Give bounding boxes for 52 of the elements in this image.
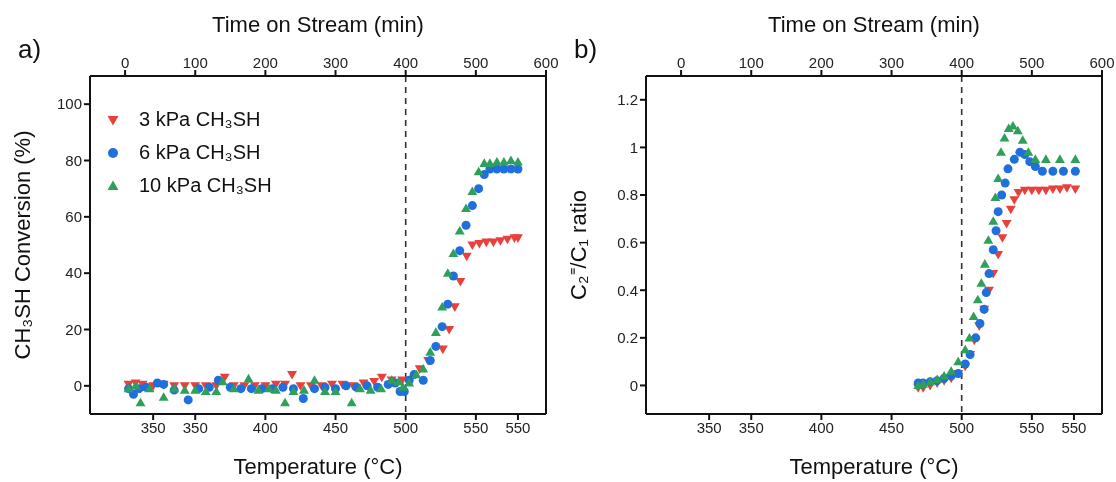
text: 500 bbox=[949, 418, 975, 436]
text: 450 bbox=[879, 418, 905, 436]
legend-label: 3 kPa CH₃SH bbox=[139, 108, 261, 131]
y-tick-label: 0 bbox=[629, 376, 638, 394]
y-tick-label: 100 bbox=[56, 95, 82, 113]
x-tick-label: 600 bbox=[533, 54, 559, 71]
text: 550 bbox=[505, 418, 531, 436]
text: 400 bbox=[252, 418, 278, 436]
y-tick-label: 80 bbox=[65, 151, 82, 169]
y-tick-label: 40 bbox=[65, 264, 82, 282]
y-tick-label: 1 bbox=[629, 138, 638, 156]
x2-axis-title: Temperature (°C) bbox=[233, 454, 403, 479]
x-tick-label: 500 bbox=[1019, 54, 1045, 71]
text: 550 bbox=[463, 418, 489, 436]
x-axis-title: Time on Stream (min) bbox=[768, 11, 980, 37]
text: 550 bbox=[1061, 418, 1087, 436]
y-tick-label: 0.4 bbox=[617, 281, 638, 299]
x-tick-label: 100 bbox=[182, 54, 208, 71]
x-tick-label: 0 bbox=[676, 54, 686, 71]
x-tick-label: 100 bbox=[738, 54, 764, 71]
x-tick-label: 200 bbox=[252, 54, 278, 71]
chart-title: b) bbox=[574, 34, 598, 65]
x-tick-label: 300 bbox=[879, 54, 905, 71]
x-tick-label: 600 bbox=[1089, 54, 1115, 71]
text: 350 bbox=[738, 418, 764, 436]
y-axis-title: CH₃SH Conversion (%) bbox=[9, 130, 35, 360]
text: 350 bbox=[696, 418, 722, 436]
legend-label: 10 kPa CH₃SH bbox=[139, 174, 272, 197]
y-tick-label: 0.6 bbox=[617, 233, 638, 251]
y-tick-label: 1.2 bbox=[617, 91, 638, 109]
text: 450 bbox=[323, 418, 349, 436]
legend-label: 6 kPa CH₃SH bbox=[139, 141, 261, 164]
chart-title: a) bbox=[18, 34, 42, 65]
y-tick-label: 0.2 bbox=[617, 329, 638, 347]
x-tick-label: 400 bbox=[393, 54, 419, 71]
text: 350 bbox=[182, 418, 208, 436]
text: 550 bbox=[1019, 418, 1045, 436]
x2-axis-title: Temperature (°C) bbox=[789, 454, 959, 479]
text: 500 bbox=[393, 418, 419, 436]
y-tick-label: 20 bbox=[65, 320, 82, 338]
y-axis-title: C₂⁼/C₁ ratio bbox=[565, 190, 591, 300]
text: 400 bbox=[808, 418, 834, 436]
x-tick-label: 500 bbox=[463, 54, 489, 71]
x-tick-label: 0 bbox=[120, 54, 130, 71]
text: 350 bbox=[140, 418, 166, 436]
x-axis-title: Time on Stream (min) bbox=[212, 11, 424, 37]
x-tick-label: 400 bbox=[949, 54, 975, 71]
y-tick-label: 0 bbox=[73, 377, 82, 395]
y-tick-label: 60 bbox=[65, 208, 82, 226]
x-tick-label: 300 bbox=[323, 54, 349, 71]
x-tick-label: 200 bbox=[808, 54, 834, 71]
y-tick-label: 0.8 bbox=[617, 186, 638, 204]
